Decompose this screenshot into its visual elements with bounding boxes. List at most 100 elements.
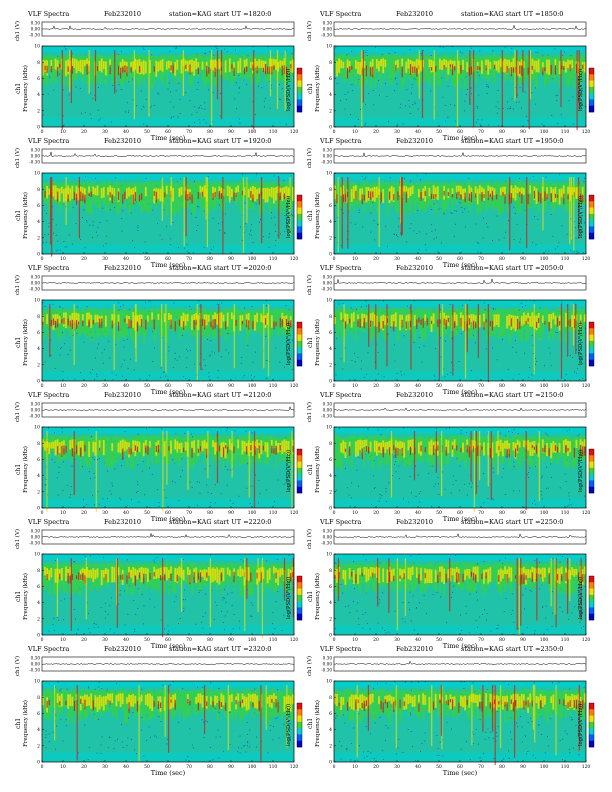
noise-speck	[447, 119, 449, 121]
emission-column	[518, 181, 521, 214]
emission-peak	[130, 448, 132, 455]
noise-speck	[126, 51, 127, 53]
noise-speck	[155, 245, 157, 247]
noise-speck	[102, 498, 104, 500]
noise-speck	[438, 235, 440, 237]
emission-strong	[453, 312, 456, 323]
spectrogram	[333, 45, 587, 131]
noise-speck	[471, 360, 473, 361]
noise-speck	[236, 228, 237, 229]
emission-strong	[478, 185, 481, 194]
emission-column	[243, 310, 246, 329]
emission-column	[397, 309, 400, 341]
noise-speck	[279, 90, 281, 91]
noise-speck	[250, 252, 252, 254]
ch1-tick-label: 0.30	[323, 402, 333, 407]
emission-strong	[369, 61, 372, 69]
ch1-tick-label: -0.30	[29, 33, 40, 38]
noise-speck	[44, 361, 46, 363]
x-tick-label: 120	[290, 129, 299, 135]
noise-speck	[50, 355, 52, 356]
sferic-burst	[233, 304, 235, 369]
emission-strong	[237, 439, 240, 449]
noise-speck	[104, 349, 105, 351]
emission-strong	[390, 315, 393, 327]
emission-column	[105, 435, 108, 467]
noise-speck	[181, 176, 183, 177]
noise-speck	[231, 245, 233, 246]
sferic-burst	[473, 50, 475, 128]
emission-peak	[288, 321, 290, 326]
noise-speck	[263, 100, 265, 102]
noise-speck	[359, 335, 361, 337]
noise-speck	[502, 339, 503, 340]
noise-speck	[545, 369, 547, 370]
emission-strong	[197, 62, 200, 69]
noise-speck	[521, 102, 522, 104]
emission-strong	[405, 61, 408, 73]
noise-speck	[254, 114, 256, 116]
noise-speck	[209, 354, 211, 356]
noise-speck	[351, 50, 353, 52]
emission-peak	[168, 446, 170, 451]
emission-column	[58, 308, 61, 341]
noise-speck	[484, 309, 486, 311]
noise-speck	[435, 229, 436, 231]
noise-speck	[394, 52, 396, 53]
spectrogram	[41, 45, 295, 130]
emission-column	[287, 184, 290, 210]
colorbar-segment	[297, 347, 302, 354]
panel-date: Feb232010	[104, 10, 141, 18]
noise-speck	[231, 303, 232, 305]
sferic-burst	[441, 304, 444, 376]
noise-speck	[265, 375, 267, 377]
noise-speck	[89, 113, 91, 115]
noise-speck	[574, 371, 575, 373]
colorbar-segment	[297, 86, 302, 94]
x-tick-label: 40	[123, 129, 129, 135]
noise-speck	[61, 427, 63, 429]
noise-speck	[570, 240, 571, 242]
noise-speck	[129, 309, 131, 311]
noise-speck	[97, 491, 99, 493]
emission-column	[115, 309, 118, 326]
sferic-burst	[469, 50, 471, 105]
emission-strong	[218, 186, 221, 193]
emission-peak	[582, 64, 584, 69]
panel-title: VLF Spectra	[320, 264, 362, 272]
noise-speck	[262, 99, 264, 100]
emission-strong	[140, 61, 143, 74]
noise-speck	[476, 241, 478, 243]
emission-column	[165, 57, 168, 88]
noise-speck	[178, 345, 180, 346]
noise-speck	[498, 105, 500, 107]
emission-strong	[266, 312, 269, 325]
noise-speck	[115, 374, 117, 376]
noise-speck	[53, 350, 55, 351]
x-tick-label: 30	[102, 256, 108, 262]
sferic-burst	[246, 177, 248, 224]
noise-speck	[201, 108, 203, 109]
emission-column	[378, 308, 381, 335]
noise-speck	[138, 501, 140, 503]
emission-peak	[420, 192, 422, 201]
noise-speck	[220, 93, 221, 94]
noise-speck	[463, 110, 465, 112]
colorbar-label: log(PSD(V²/Hz))	[577, 323, 584, 365]
noise-speck	[83, 99, 85, 101]
emission-peak	[122, 66, 124, 73]
noise-speck	[418, 249, 420, 251]
noise-speck	[88, 476, 90, 478]
emission-peak	[199, 446, 201, 452]
noise-speck	[564, 51, 565, 53]
noise-speck	[125, 111, 126, 113]
noise-speck	[76, 333, 78, 334]
emission-strong	[79, 59, 82, 73]
noise-speck	[377, 224, 379, 226]
emission-strong	[46, 185, 48, 199]
x-tick-label: 30	[394, 129, 400, 135]
noise-speck	[267, 87, 269, 88]
spectrogram	[333, 426, 587, 512]
noise-speck	[224, 48, 225, 50]
noise-speck	[570, 55, 572, 56]
